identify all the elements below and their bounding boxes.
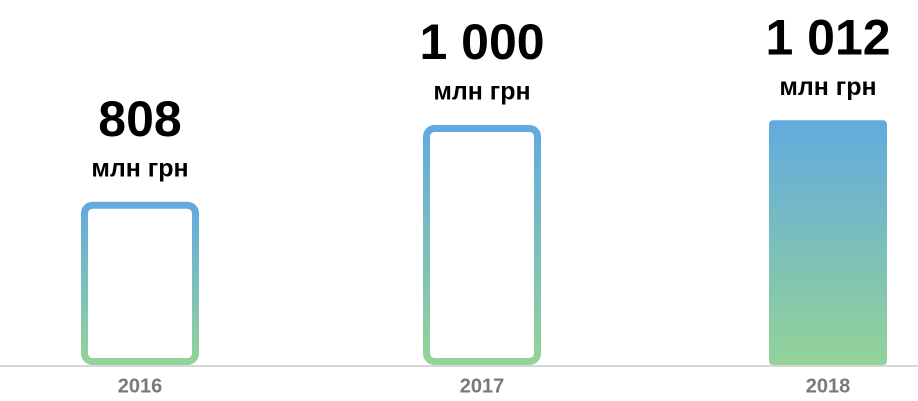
bar [769,120,887,365]
value-label: 1 000 [419,14,544,70]
bar [81,201,199,365]
x-tick-label: 2018 [806,375,851,397]
unit-label: млн грн [91,154,188,182]
x-tick-label: 2017 [460,375,505,397]
unit-label: млн грн [779,73,876,101]
unit-label: млн грн [433,78,530,106]
x-tick-label: 2016 [118,375,163,397]
value-label: 808 [98,91,181,147]
bar [423,125,541,365]
value-label: 1 012 [765,9,890,65]
